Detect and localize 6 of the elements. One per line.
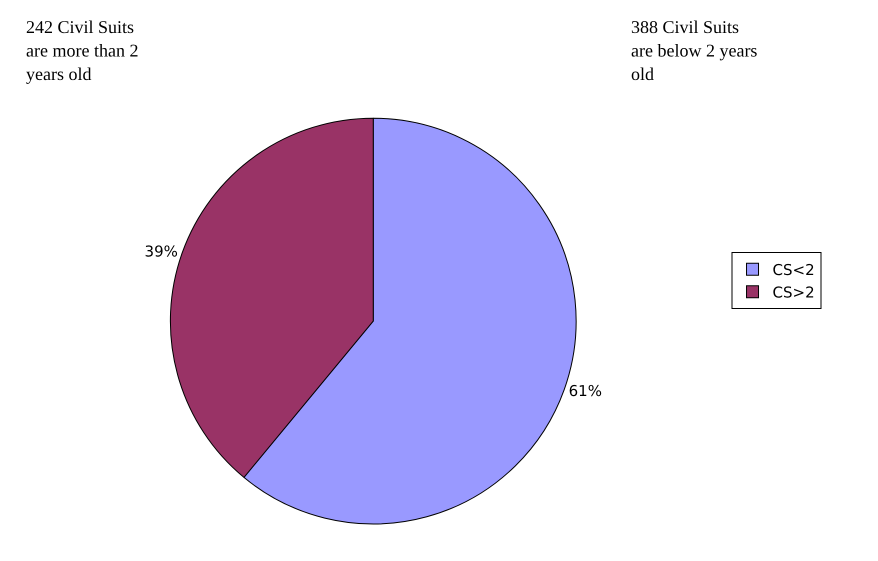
text: 242 Civil Suits are more than 2 years old: [26, 17, 138, 84]
data-label: 39%: [144, 242, 178, 260]
legend-label: CS>2: [772, 284, 815, 302]
text: 388 Civil Suits are below 2 years old: [631, 17, 758, 84]
legend-label: CS<2: [772, 261, 815, 280]
data-label: 61%: [568, 382, 602, 400]
